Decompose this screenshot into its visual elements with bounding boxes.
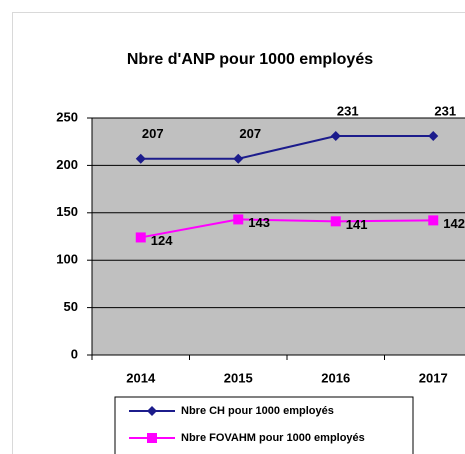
series-line [140,135,434,160]
point [428,215,439,226]
y-tick-label: 50 [64,299,78,314]
legend-marker [147,406,157,416]
x-tick-label: 2017 [419,370,448,385]
legend-marker [147,433,157,443]
point [428,131,439,142]
x-tick-label: 2015 [224,370,253,385]
y-tick-label: 0 [71,346,78,361]
y-tick-label: 100 [56,252,78,267]
data-label: 231 [434,103,456,118]
y-tick-label: 150 [56,204,78,219]
point [135,153,146,164]
legend-label: Nbre FOVAHM pour 1000 employés [181,432,365,444]
legend-label: Nbre CH pour 1000 employés [181,405,334,417]
x-tick-label: 2014 [126,370,156,385]
y-tick-label: 200 [56,157,78,172]
data-label: 143 [248,215,270,230]
data-label: 141 [346,217,368,232]
data-label: 207 [239,126,261,141]
point [233,153,244,164]
data-label: 207 [142,126,164,141]
data-label: 124 [151,233,173,248]
data-label: 231 [337,103,359,118]
y-tick-label: 250 [56,109,78,124]
plot-area [92,118,465,355]
point [330,131,341,142]
point [233,214,244,225]
point [135,232,146,243]
data-label: 142 [443,216,465,231]
chart-title: Nbre d'ANP pour 1000 employés [127,51,373,68]
point [330,216,341,227]
legend-box [114,396,414,454]
x-tick-label: 2016 [321,370,350,385]
series-line [140,218,434,239]
